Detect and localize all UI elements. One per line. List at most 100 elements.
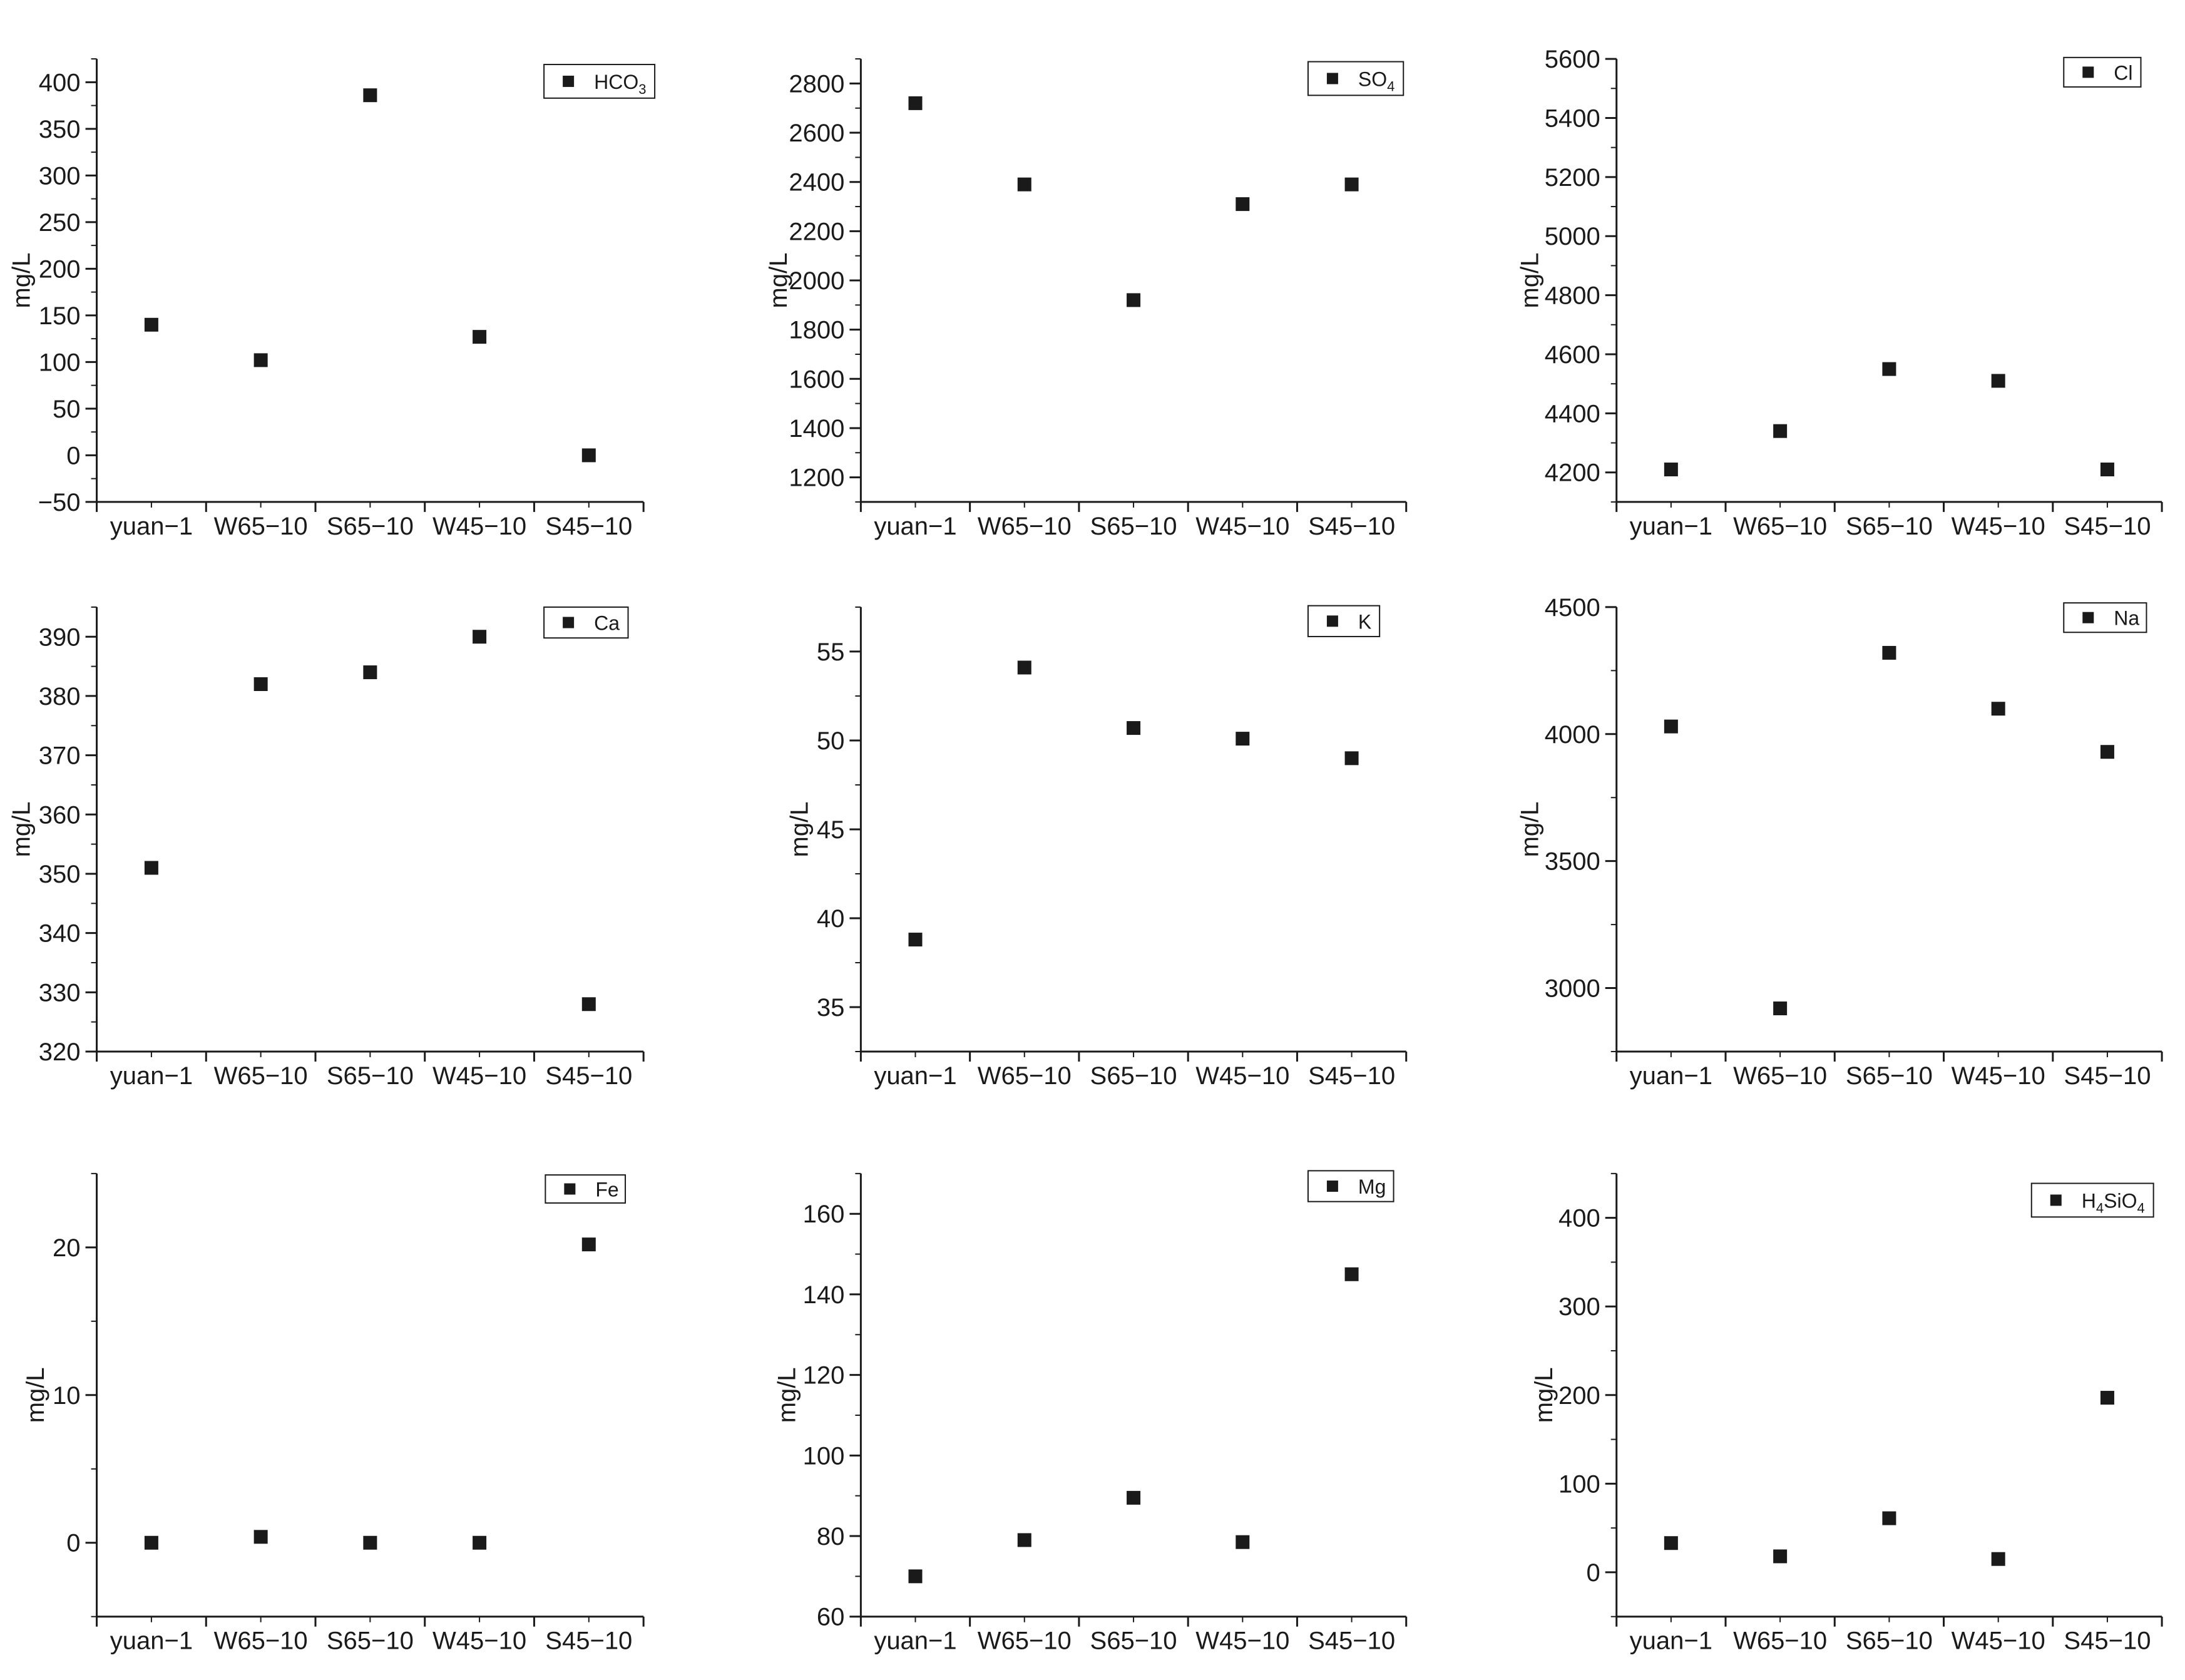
y-axis-title: mg/L [1530, 1367, 1558, 1423]
y-tick-label: 2200 [789, 218, 844, 245]
x-tick-label: S65−10 [1090, 1627, 1177, 1655]
y-tick-label: 1600 [789, 366, 844, 393]
x-tick-label: yuan−1 [874, 1627, 956, 1655]
y-tick-label: 320 [39, 1038, 81, 1066]
y-tick-label: 140 [803, 1281, 845, 1309]
y-tick-label: 40 [817, 905, 845, 933]
y-tick-label: 55 [817, 638, 845, 666]
data-point [1991, 374, 2005, 388]
x-tick-label: W65−10 [214, 1627, 308, 1655]
x-tick-label: S45−10 [545, 1627, 632, 1655]
y-tick-label: 50 [53, 396, 81, 423]
legend-label: SO4 [1358, 68, 1394, 94]
y-tick-label: 60 [817, 1604, 845, 1631]
y-tick-label: 350 [39, 861, 81, 888]
legend-marker [2082, 612, 2094, 623]
y-tick-label: 5000 [1545, 223, 1600, 250]
data-point [1773, 1549, 1788, 1564]
y-axis-title: mg/L [22, 1367, 49, 1423]
x-tick-label: yuan−1 [874, 513, 956, 540]
legend: HCO3 [543, 64, 656, 99]
y-tick-label: 50 [817, 727, 845, 755]
y-tick-label: 5600 [1545, 46, 1600, 73]
data-point [1236, 732, 1250, 746]
y-tick-label: 4400 [1545, 400, 1600, 428]
x-tick-label: W45−10 [1195, 1062, 1289, 1090]
y-tick-label: 2400 [789, 169, 844, 197]
x-tick-label: S45−10 [545, 513, 632, 540]
legend-box [545, 1174, 627, 1204]
legend-label: K [1358, 610, 1371, 633]
y-tick-label: 45 [817, 816, 845, 844]
y-tick-label: −50 [38, 489, 81, 516]
data-point [1882, 645, 1896, 660]
legend: H4SiO4 [2030, 1182, 2154, 1218]
panel-na: 3000 3500 4000 4500 yuan−1 W65−10 S65−10 W45−10… [1517, 594, 2163, 1090]
legend-marker [563, 617, 575, 628]
data-point [253, 1530, 268, 1544]
legend-marker [564, 1183, 576, 1195]
y-tick-label: 2000 [789, 267, 844, 295]
panel-mg: 60 80 100 120 140 160 yuan−1 W65−10 S65−10 W45−10… [773, 1170, 1408, 1655]
y-tick-label: 3500 [1545, 848, 1600, 876]
y-tick-label: 1200 [789, 464, 844, 492]
x-tick-label: yuan−1 [1630, 1062, 1712, 1090]
data-point [1991, 1552, 2005, 1566]
y-tick-label: 100 [39, 349, 81, 376]
y-axis-title: mg/L [8, 801, 35, 857]
data-point [1882, 362, 1896, 376]
legend-label: Mg [1358, 1175, 1386, 1198]
data-point [253, 677, 268, 692]
legend: Ca [543, 606, 629, 639]
y-tick-label: 5400 [1545, 105, 1600, 132]
legend-marker [2082, 66, 2094, 78]
y-tick-label: 3000 [1545, 975, 1600, 1003]
x-tick-label: W65−10 [978, 1627, 1072, 1655]
data-point [1127, 1490, 1141, 1505]
legend-marker [2050, 1194, 2062, 1206]
y-tick-label: 400 [1558, 1205, 1600, 1232]
y-tick-label: 120 [803, 1362, 845, 1390]
x-tick-label: W45−10 [1195, 513, 1289, 540]
legend: K [1307, 605, 1381, 637]
x-tick-label: S45−10 [2064, 1627, 2151, 1655]
legend-label: H4SiO4 [2082, 1189, 2145, 1216]
y-axis-title: mg/L [786, 801, 814, 857]
y-axis-title: mg/L [765, 253, 792, 309]
x-tick-label: S45−10 [2064, 513, 2151, 540]
data-point [1664, 719, 1678, 734]
y-tick-label: 390 [39, 623, 81, 651]
x-tick-label: W45−10 [432, 513, 526, 540]
y-tick-label: 350 [39, 116, 81, 143]
legend: Na [2063, 602, 2147, 633]
data-point [363, 665, 377, 680]
x-tick-label: W45−10 [1952, 1062, 2045, 1090]
x-tick-label: yuan−1 [1630, 513, 1712, 540]
y-tick-label: 330 [39, 979, 81, 1006]
x-tick-label: yuan−1 [110, 513, 193, 540]
legend: SO4 [1307, 61, 1405, 96]
data-point [2100, 463, 2114, 477]
data-point [473, 1535, 487, 1550]
y-tick-label: 300 [1558, 1293, 1600, 1321]
y-tick-label: 0 [66, 1530, 80, 1557]
legend: Mg [1307, 1170, 1394, 1202]
data-point [1127, 293, 1141, 307]
x-tick-label: W45−10 [432, 1627, 526, 1655]
panel-fe: 0 10 20 yuan−1 W65−10 S65−10 W45−10 S45−10 mg/L F… [22, 1172, 645, 1655]
x-tick-label: S65−10 [1846, 1062, 1933, 1090]
y-tick-label: 4600 [1545, 341, 1600, 369]
panel-hco3: −50 0 50 100 150 200 250 300 350 400 yuan−1 W65−10 S… [8, 58, 656, 540]
legend-label: Cl [2114, 61, 2132, 84]
legend-marker [563, 75, 575, 87]
panel-k: 35 40 45 50 55 yuan−1 W65−10 S65−10 W45−10 S45−10… [786, 605, 1408, 1090]
x-tick-label: W65−10 [978, 1062, 1072, 1090]
data-point [908, 96, 923, 110]
x-tick-label: S45−10 [1308, 1627, 1395, 1655]
y-tick-label: 0 [1586, 1559, 1600, 1587]
y-tick-label: 1800 [789, 317, 844, 344]
x-tick-label: W45−10 [1952, 513, 2045, 540]
y-tick-label: 370 [39, 742, 81, 770]
data-point [1773, 1001, 1788, 1016]
y-tick-label: 35 [817, 994, 845, 1022]
